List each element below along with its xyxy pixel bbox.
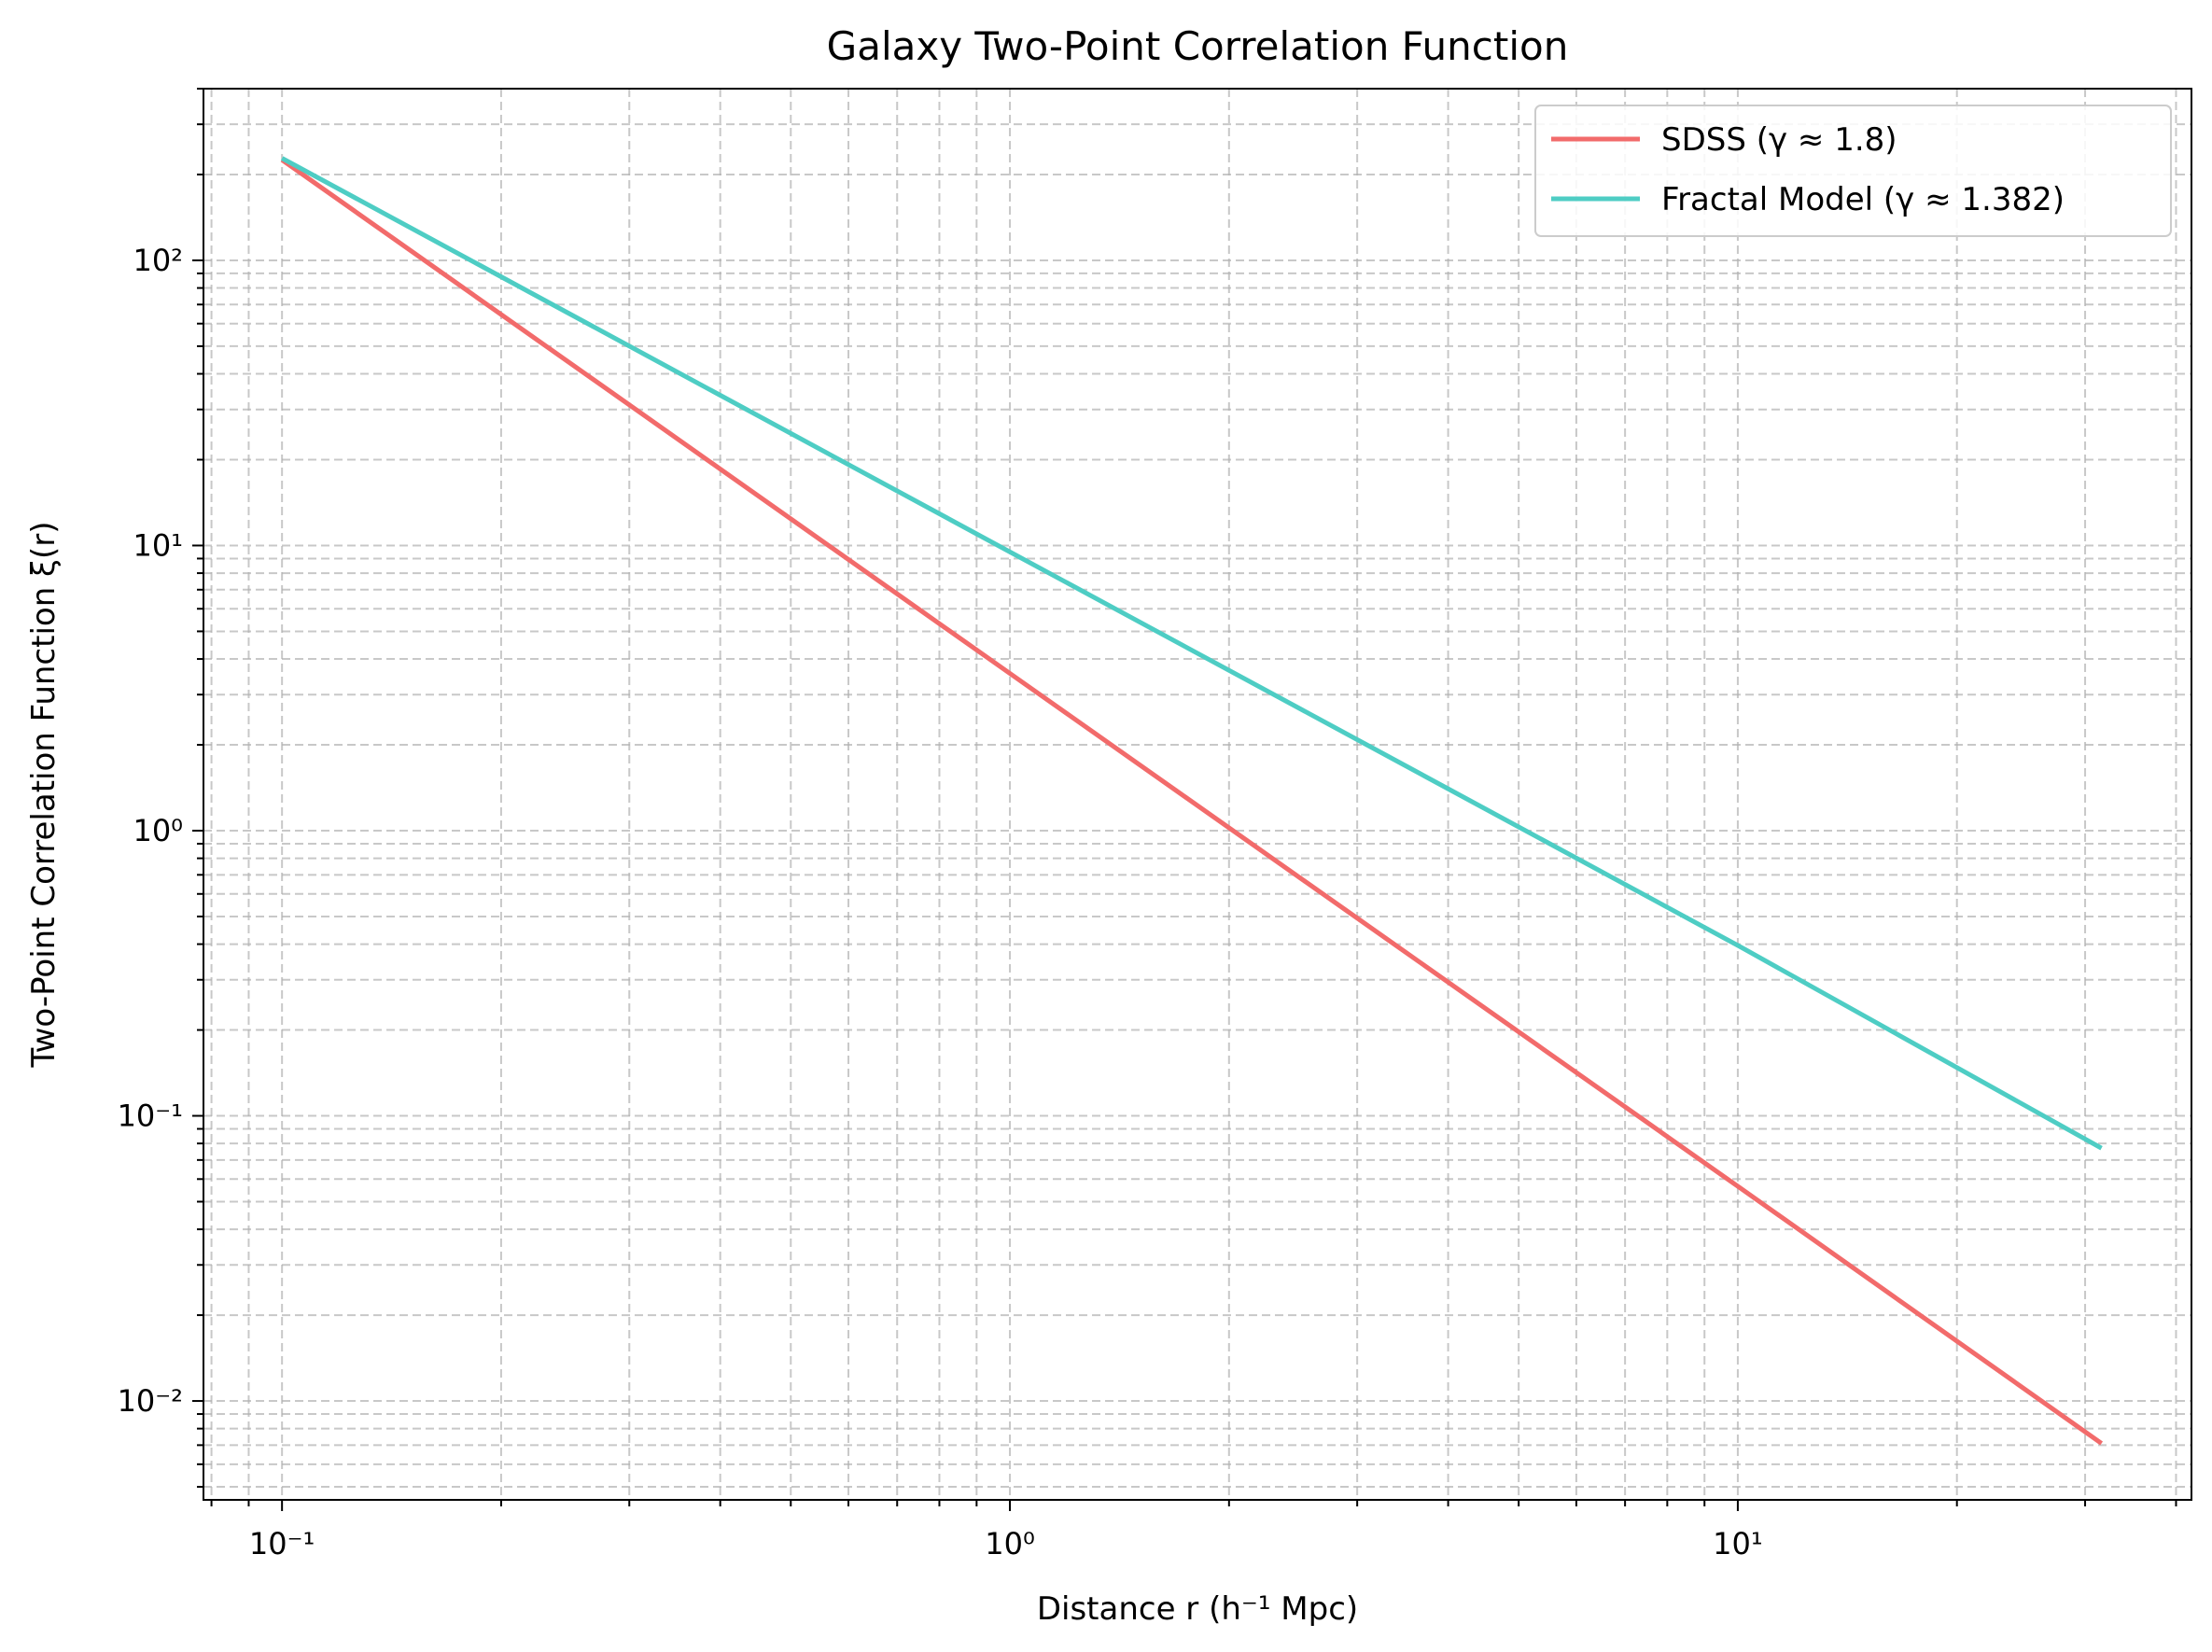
y-axis-label: Two-Point Correlation Function ξ(r) (25, 521, 63, 1068)
y-tick-label: 10⁻² (118, 1383, 183, 1419)
x-tick-label: 10⁰ (985, 1526, 1035, 1561)
y-tick-label: 10¹ (133, 527, 183, 563)
y-tick-label: 10⁻¹ (118, 1099, 183, 1134)
legend: SDSS (γ ≈ 1.8) Fractal Model (γ ≈ 1.382) (1534, 105, 2172, 237)
legend-label-sdss: SDSS (γ ≈ 1.8) (1661, 121, 1897, 159)
series-line-sdss (280, 158, 2104, 1446)
grid-layer (203, 88, 2191, 1500)
tick-layer: 10⁻¹ 10⁰ 10¹ 10⁻² 10⁻¹ 10⁰ 10¹ 10² (118, 88, 2177, 1561)
y-tick-label: 10⁰ (133, 813, 183, 848)
y-tick-label: 10² (133, 243, 183, 278)
x-axis-label: Distance r (h⁻¹ Mpc) (1037, 1590, 1358, 1628)
series-layer (280, 156, 2104, 1446)
chart-title: Galaxy Two-Point Correlation Function (827, 23, 1569, 69)
x-tick-label: 10¹ (1713, 1526, 1763, 1561)
legend-box (1534, 105, 2172, 237)
series-line-fractal (281, 156, 2103, 1151)
legend-label-fractal: Fractal Model (γ ≈ 1.382) (1661, 181, 2065, 218)
x-tick-label: 10⁻¹ (249, 1526, 315, 1561)
plot-frame (203, 88, 2192, 1501)
